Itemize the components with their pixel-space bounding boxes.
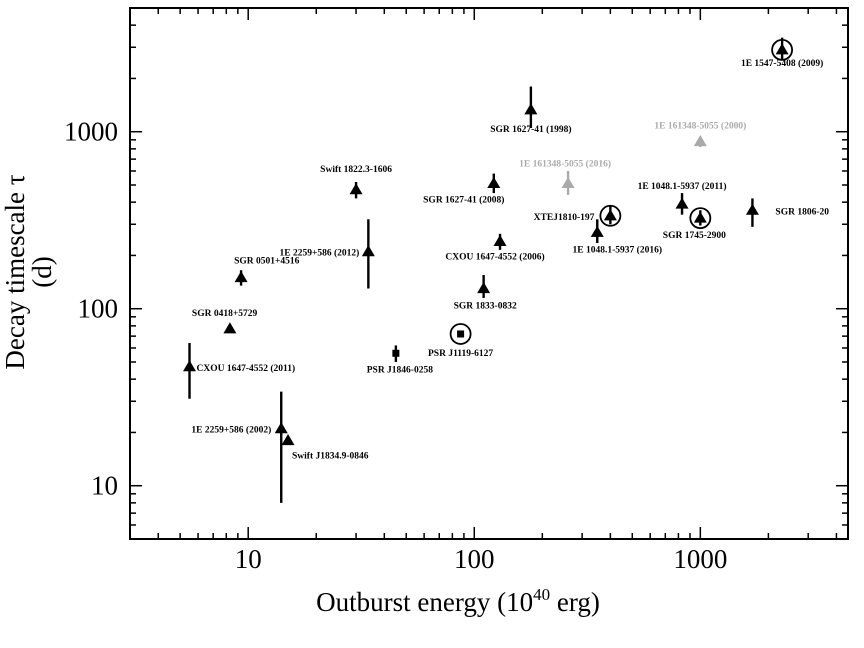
triangle-marker <box>603 209 617 221</box>
point-label: PSR J1846-0258 <box>367 365 433 375</box>
data-point: PSR J1846-0258 <box>367 345 433 375</box>
point-label: SGR 1745-2900 <box>663 231 726 241</box>
axis-ticks <box>130 8 848 539</box>
point-label: CXOU 1647-4552 (2011) <box>197 363 296 374</box>
triangle-marker <box>274 422 288 434</box>
data-point: SGR 1627-41 (2008) <box>423 173 504 205</box>
y-tick-label: 100 <box>78 294 119 324</box>
x-tick-labels: 10 100 1000 <box>235 544 728 574</box>
triangle-marker <box>693 211 707 223</box>
data-point: 1E 2259+586 (2012) <box>280 219 375 289</box>
point-label: SGR 1833-0832 <box>454 302 517 312</box>
data-point: SGR 1745-2900 <box>663 207 726 241</box>
point-label: 1E 2259+586 (2012) <box>280 248 360 259</box>
triangle-marker <box>477 282 491 294</box>
plot-area: 10 100 1000 10 100 1000 1E 1547-5408 (2009) S… <box>64 7 849 574</box>
triangle-marker <box>775 43 789 55</box>
data-point: Swift J1834.9-0846 <box>281 434 369 462</box>
data-point: SGR 0418+5729 <box>192 309 258 334</box>
y-tick-label: 1000 <box>64 117 118 147</box>
point-label: Swift 1822.3-1606 <box>320 165 392 175</box>
data-point: XTEJ1810-197 <box>534 204 622 227</box>
triangle-marker <box>183 360 197 372</box>
data-point: PSR J1119-6127 <box>428 323 493 359</box>
triangle-marker <box>349 183 363 195</box>
point-label: 1E 2259+586 (2002) <box>191 425 271 436</box>
triangle-marker <box>561 176 575 189</box>
triangle-marker <box>487 176 501 189</box>
data-point: SGR 1833-0832 <box>454 275 517 312</box>
circle-highlight <box>771 38 794 61</box>
point-label: SGR 0501+4516 <box>234 257 300 267</box>
y-axis-label-line2: (d) <box>27 256 57 287</box>
y-tick-label: 10 <box>91 471 118 501</box>
data-point: 1E 2259+586 (2002) <box>191 391 288 503</box>
data-series: 1E 1547-5408 (2009) SGR 1627-41 (1998) 1E … <box>183 37 829 503</box>
point-label: 1E 1048.1-5937 (2016) <box>573 244 662 255</box>
point-label: 1E 1048.1-5937 (2011) <box>638 181 727 192</box>
point-label: XTEJ1810-197 <box>534 213 595 223</box>
point-label: SGR 0418+5729 <box>192 309 258 319</box>
y-axis-label-line1: Decay timescale τ <box>0 174 30 369</box>
data-point: 1E 1048.1-5937 (2016) <box>573 219 662 255</box>
point-label: SGR 1627-41 (1998) <box>490 124 571 135</box>
triangle-marker <box>281 434 295 446</box>
circle-highlight <box>599 204 622 227</box>
data-point: CXOU 1647-4552 (2006) <box>445 233 545 262</box>
point-label: SGR 1627-41 (2008) <box>423 194 504 205</box>
circle-highlight <box>449 323 472 345</box>
y-tick-labels: 10 100 1000 <box>64 117 118 501</box>
triangle-marker <box>493 234 507 246</box>
point-label: 1E 1547-5408 (2009) <box>741 58 823 69</box>
point-label: 1E 161348-5055 (2000) <box>654 121 746 132</box>
point-label: SGR 1806-20 <box>775 207 829 217</box>
data-point: SGR 1627-41 (1998) <box>490 86 572 135</box>
x-tick-label: 1000 <box>673 544 727 574</box>
point-label: 1E 161348-5055 (2016) <box>519 158 611 169</box>
triangle-marker <box>524 103 538 115</box>
point-label: PSR J1119-6127 <box>428 349 493 359</box>
y-axis-label: Decay timescale τ (d) <box>0 174 57 369</box>
triangle-marker <box>223 322 237 334</box>
x-tick-label: 100 <box>454 544 495 574</box>
triangle-marker <box>361 245 375 257</box>
triangle-marker <box>675 197 689 209</box>
plot-frame <box>129 7 849 540</box>
x-axis-label: Outburst energy (1040 erg) <box>316 585 600 617</box>
data-point: SGR 0501+4516 <box>234 257 300 286</box>
data-point: 1E 161348-5055 (2016) <box>519 158 611 195</box>
data-point: 1E 161348-5055 (2000) <box>654 121 746 147</box>
triangle-marker <box>234 271 248 283</box>
data-point: 1E 1547-5408 (2009) <box>741 37 823 69</box>
triangle-marker <box>745 203 759 215</box>
x-tick-label: 10 <box>235 544 262 574</box>
circle-highlight <box>689 207 712 230</box>
triangle-marker <box>693 135 707 147</box>
triangle-marker <box>590 225 604 237</box>
square-marker <box>457 330 465 338</box>
data-point: SGR 1806-20 <box>745 198 829 227</box>
square-marker <box>392 349 400 357</box>
data-point: Swift 1822.3-1606 <box>320 165 392 199</box>
data-point: 1E 1048.1-5937 (2011) <box>638 181 727 215</box>
data-point: CXOU 1647-4552 (2011) <box>183 343 295 399</box>
point-label: Swift J1834.9-0846 <box>292 452 369 462</box>
point-label: CXOU 1647-4552 (2006) <box>445 251 544 262</box>
